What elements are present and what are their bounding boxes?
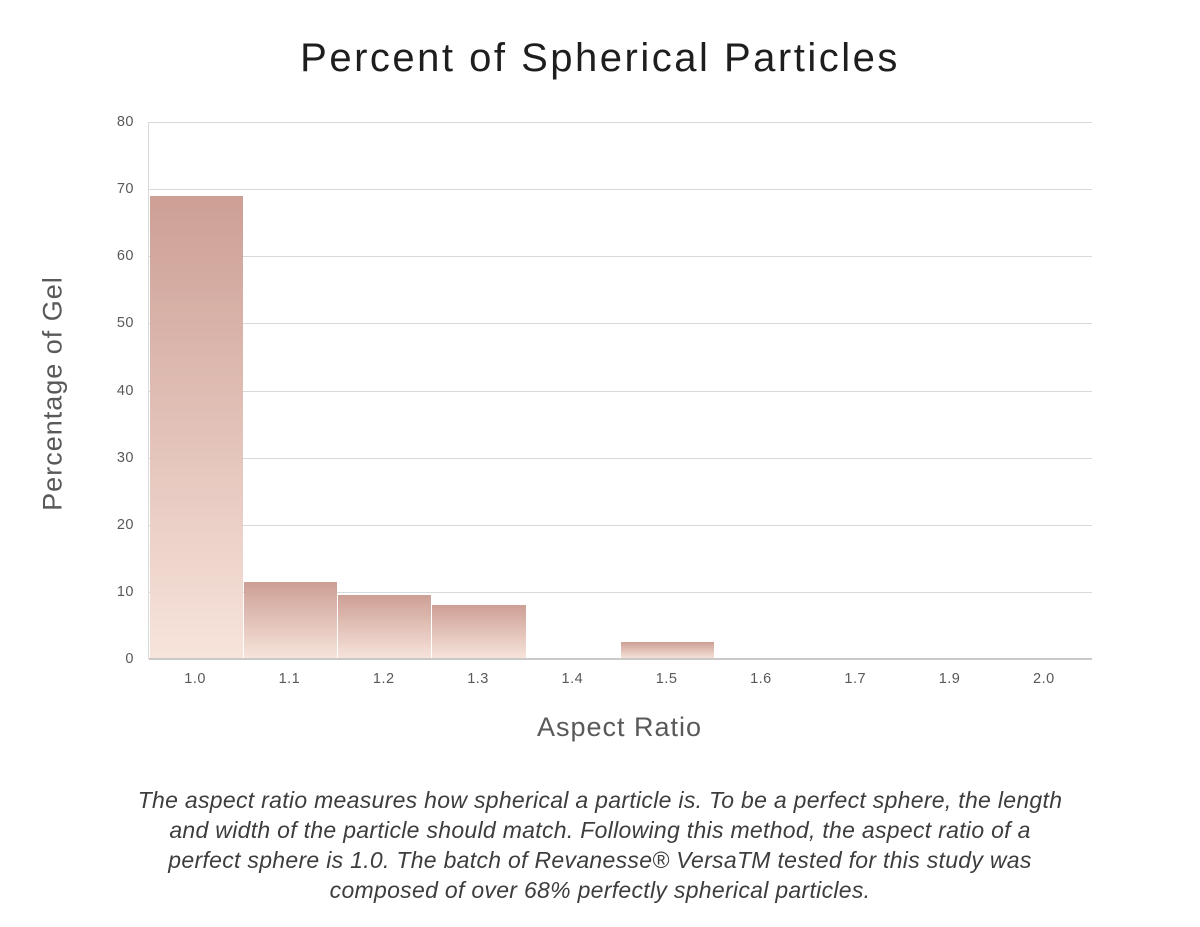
x-tick-label: 1.6	[750, 671, 772, 687]
y-tick-label: 70	[116, 181, 134, 198]
gridline	[149, 122, 1092, 123]
bar-1.0	[149, 195, 243, 659]
gridline	[149, 256, 1092, 258]
gridline	[149, 591, 1092, 593]
y-tick-label: 80	[116, 114, 134, 130]
x-tick-label: 1.4	[561, 671, 584, 687]
x-tick-label: 1.9	[938, 671, 961, 687]
gridline	[149, 323, 1092, 325]
x-tick-label: 1.1	[278, 671, 301, 687]
y-tick-label: 40	[116, 382, 134, 399]
caption-line: composed of over 68% perfectly spherical…	[329, 877, 871, 903]
gridline	[149, 390, 1092, 392]
y-tick-label: 0	[125, 651, 134, 667]
x-tick-label: 2.0	[1033, 671, 1055, 687]
bar-1.3	[432, 605, 526, 659]
gridline	[149, 189, 1092, 191]
plot-area	[148, 122, 1092, 660]
x-axis-title: Aspect Ratio	[536, 712, 703, 742]
y-tick-label: 30	[116, 449, 134, 466]
x-tick-label: 1.5	[655, 671, 678, 687]
y-tick-label: 50	[116, 315, 134, 332]
x-tick-label: 1.2	[372, 671, 395, 687]
chart-title: Percent of Spherical Particles	[300, 36, 900, 80]
gridline	[149, 457, 1092, 459]
gridline	[149, 524, 1092, 526]
y-tick-label: 60	[116, 248, 134, 265]
y-axis-title: Percentage of Gel	[37, 276, 68, 511]
bar-1.5	[621, 642, 715, 659]
x-axis-line	[149, 658, 1092, 660]
caption-line: The aspect ratio measures how spherical …	[137, 787, 1063, 813]
x-tick-label: 1.0	[184, 671, 206, 687]
bar-1.1	[243, 581, 338, 659]
caption-line: and width of the particle should match. …	[169, 817, 1031, 843]
x-tick-label: 1.3	[467, 671, 489, 687]
y-tick-label: 10	[116, 583, 134, 600]
caption-line: perfect sphere is 1.0. The batch of Reva…	[168, 847, 1032, 873]
bar-1.2	[338, 595, 432, 659]
x-tick-label: 1.7	[844, 671, 867, 687]
y-tick-label: 20	[116, 516, 134, 533]
caption: The aspect ratio measures how spherical …	[0, 785, 1200, 905]
